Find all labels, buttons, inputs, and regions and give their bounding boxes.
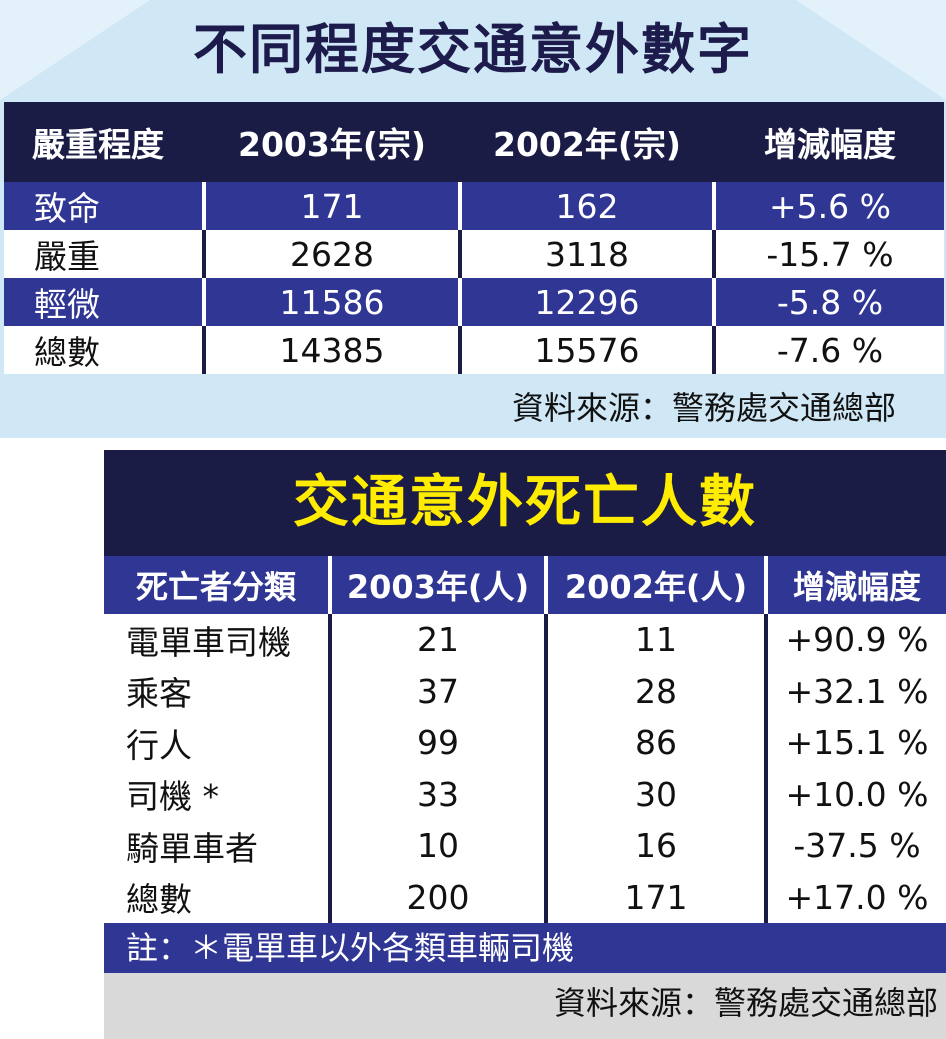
header-2002: 2002年(宗): [458, 102, 714, 182]
severity-source-note: 資料來源：警務處交通總部: [511, 389, 896, 427]
cell-change: +5.6 %: [712, 182, 944, 230]
fatalities-table-title: 交通意外死亡人數: [104, 450, 946, 556]
cell-change: -7.6 %: [712, 326, 944, 374]
accident-severity-panel: 不同程度交通意外數字 嚴重程度 2003年(宗) 2002年(宗) 增減幅度 致…: [0, 0, 946, 438]
cell-2003: 11586: [202, 278, 460, 326]
cell-change: +32.1 %: [764, 665, 946, 717]
cell-change: +90.9 %: [764, 614, 946, 666]
cell-2002: 12296: [458, 278, 714, 326]
row-label: 總數: [4, 326, 204, 374]
cell-2003: 2628: [202, 230, 460, 278]
header-2003: 2003年(人): [328, 556, 546, 614]
header-severity: 嚴重程度: [4, 102, 204, 182]
row-label: 乘客: [104, 665, 330, 717]
cell-2002: 11: [544, 614, 766, 666]
severity-table: 嚴重程度 2003年(宗) 2002年(宗) 增減幅度 致命 171 162 +…: [4, 102, 944, 374]
header-change: 增減幅度: [712, 102, 944, 182]
fatalities-source-note: 資料來源：警務處交通總部: [553, 984, 938, 1022]
cell-2002: 30: [544, 768, 766, 820]
header-2002: 2002年(人): [544, 556, 766, 614]
cell-2002: 15576: [458, 326, 714, 374]
cell-2003: 33: [328, 768, 546, 820]
severity-table-title: 不同程度交通意外數字: [193, 18, 753, 81]
cell-2003: 171: [202, 182, 460, 230]
cell-2002: 162: [458, 182, 714, 230]
cell-2002: 86: [544, 717, 766, 769]
cell-2003: 37: [328, 665, 546, 717]
cell-2003: 21: [328, 614, 546, 666]
table-row: 致命 171 162 +5.6 %: [4, 182, 944, 230]
cell-change: +17.0 %: [764, 871, 946, 923]
table-row: 總數 200 171 +17.0 %: [104, 871, 946, 923]
table-row: 電單車司機 21 11 +90.9 %: [104, 614, 946, 666]
row-label: 總數: [104, 871, 330, 923]
cell-change: -5.8 %: [712, 278, 944, 326]
table-row: 行人 99 86 +15.1 %: [104, 717, 946, 769]
table-row: 司機 * 33 30 +10.0 %: [104, 768, 946, 820]
table-row: 騎單車者 10 16 -37.5 %: [104, 820, 946, 872]
row-label: 輕微: [4, 278, 204, 326]
table-row: 乘客 37 28 +32.1 %: [104, 665, 946, 717]
footnote-text: 註：＊電單車以外各類車輛司機: [126, 929, 575, 967]
cell-2002: 3118: [458, 230, 714, 278]
cell-change: -37.5 %: [764, 820, 946, 872]
title-decoration-left: [0, 0, 150, 100]
header-2003: 2003年(宗): [202, 102, 460, 182]
cell-2003: 99: [328, 717, 546, 769]
row-label: 司機 *: [104, 768, 330, 820]
cell-2003: 10: [328, 820, 546, 872]
header-change: 增減幅度: [764, 556, 946, 614]
title-decoration-right: [796, 0, 946, 100]
row-label: 電單車司機: [104, 614, 330, 666]
table-row: 總數 14385 15576 -7.6 %: [4, 326, 944, 374]
fatalities-panel: 交通意外死亡人數 死亡者分類 2003年(人) 2002年(人) 增減幅度 電單…: [104, 450, 946, 1039]
row-label: 致命: [4, 182, 204, 230]
cell-2002: 171: [544, 871, 766, 923]
row-label: 嚴重: [4, 230, 204, 278]
cell-2002: 28: [544, 665, 766, 717]
cell-change: +15.1 %: [764, 717, 946, 769]
fatalities-table: 死亡者分類 2003年(人) 2002年(人) 增減幅度 電單車司機 21 11…: [104, 556, 946, 923]
table-header-row: 嚴重程度 2003年(宗) 2002年(宗) 增減幅度: [4, 102, 944, 182]
cell-2002: 16: [544, 820, 766, 872]
row-label: 騎單車者: [104, 820, 330, 872]
header-category: 死亡者分類: [104, 556, 330, 614]
cell-change: -15.7 %: [712, 230, 944, 278]
table-row: 輕微 11586 12296 -5.8 %: [4, 278, 944, 326]
table-header-row: 死亡者分類 2003年(人) 2002年(人) 增減幅度: [104, 556, 946, 614]
cell-2003: 14385: [202, 326, 460, 374]
cell-change: +10.0 %: [764, 768, 946, 820]
row-label: 行人: [104, 717, 330, 769]
table-row: 嚴重 2628 3118 -15.7 %: [4, 230, 944, 278]
footnote: 註：＊電單車以外各類車輛司機: [104, 923, 946, 973]
cell-2003: 200: [328, 871, 546, 923]
